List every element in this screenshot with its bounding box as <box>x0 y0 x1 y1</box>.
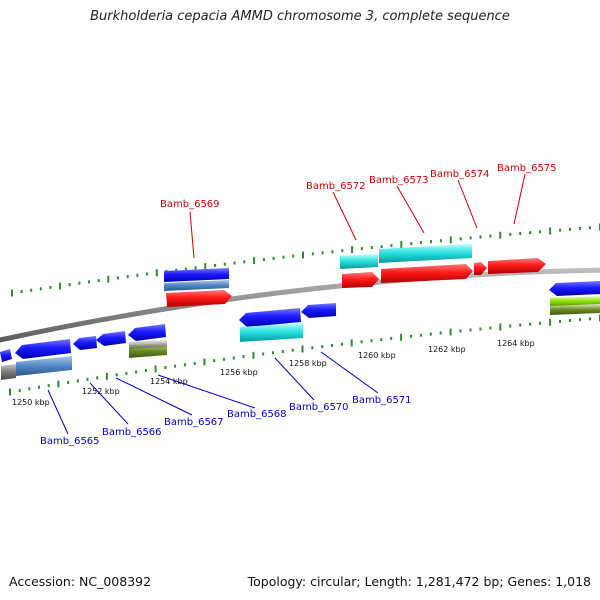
gene-label-forward[interactable]: Bamb_6572 <box>306 181 366 192</box>
gene-label-reverse[interactable]: Bamb_6566 <box>102 427 162 438</box>
gene-label-forward[interactable]: Bamb_6573 <box>369 175 429 186</box>
kbp-scale: 1250 kbp 1252 kbp 1254 kbp 1256 kbp 1258… <box>12 339 535 407</box>
gene-label-reverse[interactable]: Bamb_6570 <box>289 402 349 413</box>
kbp-label: 1258 kbp <box>289 359 327 368</box>
forward-gene-connectors <box>189 173 526 259</box>
genome-summary-text: Topology: circular; Length: 1,281,472 bp… <box>247 574 591 589</box>
reverse-gene-connectors <box>47 351 379 435</box>
gene-label-reverse[interactable]: Bamb_6567 <box>164 417 224 428</box>
gene-Bamb_6570-arrow[interactable] <box>239 308 301 327</box>
gene-Bamb_6569-bar[interactable] <box>164 268 229 282</box>
feature-lightgray-1[interactable] <box>129 340 167 349</box>
gene-Bamb_6573-arrow[interactable] <box>381 264 473 283</box>
forward-strand-features <box>164 244 546 307</box>
kbp-label: 1256 kbp <box>220 368 258 377</box>
gene-Bamb_6569-steel[interactable] <box>164 280 229 291</box>
feature-cyan-2[interactable] <box>240 323 303 342</box>
kbp-label: 1264 kbp <box>497 339 535 348</box>
gene-label-forward[interactable]: Bamb_6575 <box>497 163 557 174</box>
gene-label-forward[interactable]: Bamb_6574 <box>430 169 490 180</box>
page-title: Burkholderia cepacia AMMD chromosome 3, … <box>90 9 510 24</box>
kbp-label: 1250 kbp <box>12 398 50 407</box>
gene-Bamb_6574-arrow[interactable] <box>474 262 487 275</box>
gene-label-reverse[interactable]: Bamb_6568 <box>227 409 287 420</box>
gene-edge-arrow-left[interactable] <box>0 349 12 362</box>
gene-Bamb_6566-arrow[interactable] <box>73 336 97 350</box>
feature-lime-right[interactable] <box>550 296 600 307</box>
kbp-label: 1260 kbp <box>358 351 396 360</box>
gene-Bamb_6573-cyan[interactable] <box>379 244 472 263</box>
gene-Bamb_6572-arrow[interactable] <box>342 272 379 288</box>
gene-label-reverse[interactable]: Bamb_6565 <box>40 436 100 447</box>
feature-olive-right[interactable] <box>550 304 600 315</box>
reverse-strand-features <box>0 281 600 380</box>
feature-steel-1[interactable] <box>16 356 72 376</box>
gene-Bamb_6571-arrow[interactable] <box>301 303 336 318</box>
kbp-label: 1254 kbp <box>150 377 188 386</box>
forward-gene-labels: Bamb_6569 Bamb_6572 Bamb_6573 Bamb_6574 … <box>160 163 557 210</box>
reverse-gene-labels: Bamb_6565 Bamb_6566 Bamb_6567 Bamb_6568 … <box>40 395 412 447</box>
gene-Bamb_6569-arrow[interactable] <box>166 290 232 307</box>
gene-Bamb_6572-cyan[interactable] <box>340 254 378 269</box>
gene-right-edge-arrow[interactable] <box>549 281 600 296</box>
tick-row-lower <box>9 314 600 396</box>
gene-Bamb_6575-arrow[interactable] <box>488 258 546 274</box>
kbp-label: 1262 kbp <box>428 345 466 354</box>
gene-label-reverse[interactable]: Bamb_6571 <box>352 395 412 406</box>
gene-Bamb_6568-arrow[interactable] <box>128 324 166 341</box>
gene-label-forward[interactable]: Bamb_6569 <box>160 199 220 210</box>
feature-gray[interactable] <box>1 364 16 380</box>
gene-Bamb_6567-arrow[interactable] <box>96 331 126 346</box>
gene-Bamb_6565-arrow[interactable] <box>15 339 71 359</box>
kbp-label: 1252 kbp <box>82 387 120 396</box>
accession-text: Accession: NC_008392 <box>9 574 152 589</box>
tick-row-upper <box>11 223 600 297</box>
